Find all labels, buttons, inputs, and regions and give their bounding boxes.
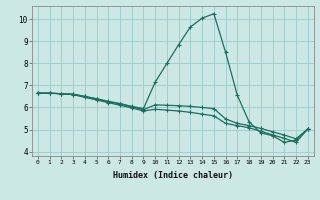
X-axis label: Humidex (Indice chaleur): Humidex (Indice chaleur) [113, 171, 233, 180]
